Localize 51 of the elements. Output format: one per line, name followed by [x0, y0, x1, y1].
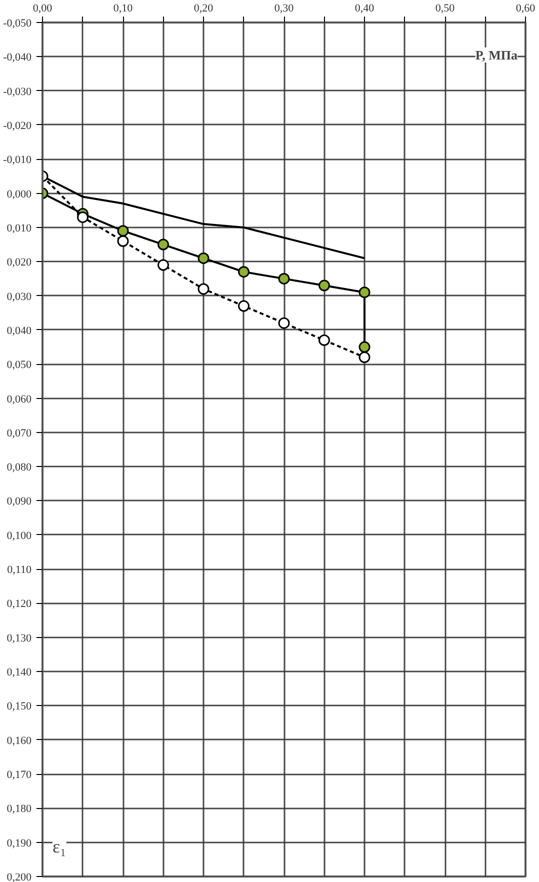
y-tick-label: 0,040 — [6, 324, 32, 337]
y-tick-label: 0,190 — [6, 837, 32, 850]
y-tick-label: 0,060 — [6, 393, 32, 406]
y-tick-label: 0,100 — [6, 530, 32, 542]
y-tick-label: 0,130 — [6, 632, 32, 644]
y-tick-label: 0,120 — [6, 598, 32, 610]
point — [198, 283, 210, 295]
y-tick-label: 0,150 — [6, 700, 32, 713]
y-tick-label: 0,080 — [6, 462, 32, 474]
y-tick-label: 0,050 — [6, 359, 32, 372]
x-tick-label: 0,00 — [32, 2, 53, 14]
y-tick-label: 0,010 — [6, 222, 32, 234]
y-tick-label: 0,070 — [6, 427, 32, 440]
x-tick-label: 0,30 — [274, 2, 294, 14]
point — [117, 235, 129, 247]
point — [358, 341, 370, 353]
point — [278, 272, 290, 284]
point — [318, 334, 330, 346]
y-tick-label: 0,000 — [6, 188, 32, 200]
point — [318, 280, 330, 292]
point — [117, 225, 129, 237]
point — [158, 259, 169, 271]
x-tick-label: 0,40 — [354, 2, 375, 14]
y-tick-label: -0,050 — [3, 18, 32, 30]
y-axis-title: ε₁ — [52, 836, 66, 856]
point — [238, 266, 250, 278]
y-tick-label: 0,140 — [6, 666, 32, 679]
point — [358, 286, 370, 298]
x-tick-label: 0,50 — [435, 2, 456, 14]
x-tick-label: 0,10 — [113, 2, 134, 14]
point — [358, 352, 370, 364]
y-tick-label: 0,170 — [6, 769, 32, 782]
x-axis-title: P, МПа — [475, 48, 518, 62]
y-tick-label: 0,160 — [6, 734, 32, 747]
y-tick-label: -0,040 — [3, 52, 32, 64]
y-tick-label: -0,010 — [3, 154, 32, 166]
y-tick-label: -0,020 — [3, 120, 32, 132]
point — [158, 238, 169, 250]
y-tick-label: 0,090 — [6, 496, 32, 508]
x-tick-label: 0,20 — [194, 2, 214, 14]
point — [77, 211, 88, 223]
y-tick-label: 0,200 — [6, 872, 32, 882]
point — [278, 317, 290, 329]
point — [198, 252, 210, 264]
point — [238, 300, 250, 312]
y-tick-label: 0,180 — [6, 803, 32, 816]
y-tick-label: -0,030 — [3, 86, 32, 98]
x-tick-label: 0,60 — [516, 2, 536, 14]
y-tick-label: 0,110 — [7, 564, 32, 576]
y-tick-label: 0,020 — [6, 256, 32, 269]
y-tick-label: 0,030 — [6, 290, 32, 303]
